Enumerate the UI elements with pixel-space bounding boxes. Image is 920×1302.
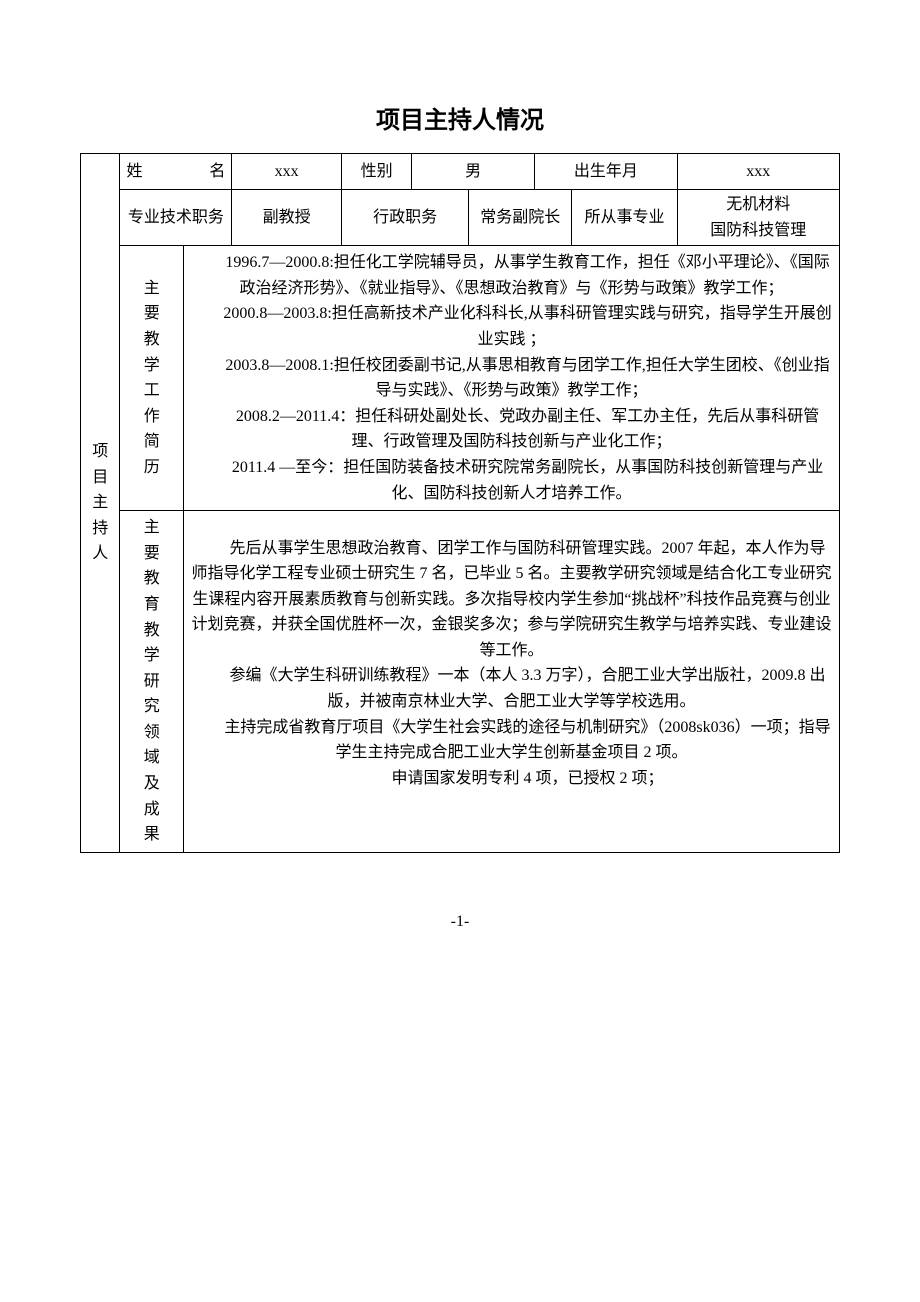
- section2-label: 主 要 教 育 教 学 研 究 领 域 及 成 果: [120, 511, 184, 853]
- side-label: 项 目 主 持 人: [81, 154, 120, 853]
- gender-label: 性别: [342, 154, 412, 190]
- section1-label: 主 要 教 学 工 作 简 历: [120, 246, 184, 511]
- admin-value: 常务副院长: [469, 190, 572, 246]
- field-label: 所从事专业: [572, 190, 677, 246]
- name-value: xxx: [232, 154, 342, 190]
- birth-label: 出生年月: [535, 154, 678, 190]
- main-table: 项 目 主 持 人 姓 名 xxx 性别 男 出生年月 xxx 专业技术职务 副…: [80, 153, 840, 853]
- section2-body: 先后从事学生思想政治教育、团学工作与国防科研管理实践。2007 年起，本人作为导…: [184, 511, 840, 853]
- paragraph: 申请国家发明专利 4 项，已授权 2 项；: [190, 766, 833, 792]
- header-row-1: 项 目 主 持 人 姓 名 xxx 性别 男 出生年月 xxx: [81, 154, 840, 190]
- gender-value: 男: [412, 154, 535, 190]
- section-2-row: 主 要 教 育 教 学 研 究 领 域 及 成 果 先后从事学生思想政治教育、团…: [81, 511, 840, 853]
- paragraph: 先后从事学生思想政治教育、团学工作与国防科研管理实践。2007 年起，本人作为导…: [190, 536, 833, 664]
- section1-body: 1996.7—2000.8:担任化工学院辅导员，从事学生教育工作，担任《邓小平理…: [184, 246, 840, 511]
- page-number: -1-: [80, 913, 840, 931]
- paragraph: 2003.8—2008.1:担任校团委副书记,从事思相教育与团学工作,担任大学生…: [190, 353, 833, 404]
- paragraph: 参编《大学生科研训练教程》一本（本人 3.3 万字），合肥工业大学出版社，200…: [190, 663, 833, 714]
- section-1-row: 主 要 教 学 工 作 简 历 1996.7—2000.8:担任化工学院辅导员，…: [81, 246, 840, 511]
- admin-label: 行政职务: [342, 190, 469, 246]
- tech-title-value: 副教授: [232, 190, 342, 246]
- paragraph: 主持完成省教育厅项目《大学生社会实践的途径与机制研究》（2008sk036）一项…: [190, 715, 833, 766]
- paragraph: 2011.4 —至今：担任国防装备技术研究院常务副院长，从事国防科技创新管理与产…: [190, 455, 833, 506]
- paragraph: 2000.8—2003.8:担任高新技术产业化科科长,从事科研管理实践与研究，指…: [190, 301, 833, 352]
- paragraph: 1996.7—2000.8:担任化工学院辅导员，从事学生教育工作，担任《邓小平理…: [190, 250, 833, 301]
- tech-title-label: 专业技术职务: [120, 190, 232, 246]
- paragraph: 2008.2—2011.4：担任科研处副处长、党政办副主任、军工办主任，先后从事…: [190, 404, 833, 455]
- name-label: 姓 名: [120, 154, 232, 190]
- document-title: 项目主持人情况: [80, 100, 840, 135]
- header-row-2: 专业技术职务 副教授 行政职务 常务副院长 所从事专业 无机材料 国防科技管理: [81, 190, 840, 246]
- birth-value: xxx: [677, 154, 839, 190]
- field-value: 无机材料 国防科技管理: [677, 190, 839, 246]
